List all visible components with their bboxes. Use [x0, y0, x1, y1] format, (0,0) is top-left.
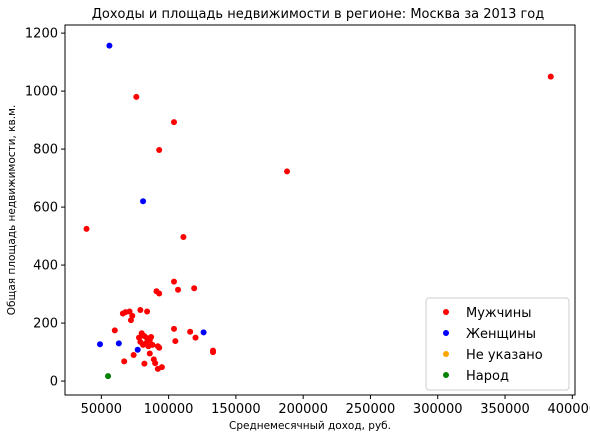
- y-axis-label: Общая площадь недвижимости, кв.м.: [6, 105, 18, 316]
- y-tick-label: 1200: [25, 27, 58, 42]
- data-point-series-0: [152, 360, 159, 367]
- data-point-series-3: [105, 373, 112, 380]
- legend-marker: [443, 351, 449, 357]
- legend-marker: [443, 372, 449, 378]
- legend-label: Женщины: [466, 327, 536, 342]
- y-tick-label: 600: [33, 201, 58, 216]
- data-point-series-1: [134, 346, 141, 353]
- data-point-series-0: [156, 344, 163, 351]
- y-tick-label: 0: [50, 375, 58, 390]
- data-point-series-1: [140, 198, 147, 205]
- data-point-series-0: [137, 307, 144, 314]
- x-tick-label: 100000: [144, 402, 194, 417]
- y-tick-label: 1000: [25, 85, 58, 100]
- data-point-series-0: [146, 350, 153, 357]
- data-point-series-0: [547, 73, 554, 80]
- data-point-series-0: [130, 351, 137, 358]
- data-point-series-0: [154, 365, 161, 372]
- legend-marker: [443, 309, 449, 315]
- data-point-series-0: [170, 119, 177, 126]
- data-point-series-0: [192, 334, 199, 341]
- x-axis: 50000 100000 150000 200000 250000 300000 35000…: [81, 395, 590, 417]
- data-point-series-0: [170, 325, 177, 332]
- y-tick-label: 400: [33, 259, 58, 274]
- data-point-series-0: [191, 285, 198, 292]
- y-tick-label: 800: [33, 143, 58, 158]
- legend-box: [425, 297, 570, 391]
- plot-area: [64, 24, 576, 396]
- legend: Мужчины Женщины Не указано Народ: [425, 297, 570, 391]
- y-axis: 0 200 400 600 800 1000 1200: [25, 27, 65, 390]
- data-point-series-0: [187, 328, 194, 335]
- legend-marker: [443, 330, 449, 336]
- x-tick-label: 200000: [278, 402, 328, 417]
- data-point-series-0: [111, 327, 118, 334]
- data-point-series-0: [148, 334, 155, 341]
- data-point-series-0: [156, 290, 163, 297]
- x-tick-label: 250000: [346, 402, 396, 417]
- data-point-series-0: [127, 317, 134, 324]
- data-point-series-0: [83, 225, 90, 232]
- data-point-series-0: [144, 308, 151, 315]
- data-point-series-1: [96, 341, 103, 348]
- x-axis-label: Среднемесячный доход, руб.: [229, 420, 391, 432]
- x-tick-label: 50000: [81, 402, 122, 417]
- data-point-series-0: [121, 358, 128, 365]
- data-point-series-0: [170, 278, 177, 285]
- data-point-series-1: [200, 329, 207, 336]
- data-point-series-0: [141, 360, 148, 367]
- legend-label: Не указано: [466, 348, 543, 363]
- legend-label: Мужчины: [466, 306, 532, 321]
- data-point-series-0: [172, 338, 179, 345]
- data-point-series-0: [284, 168, 291, 175]
- data-point-series-1: [115, 340, 122, 347]
- data-point-series-0: [133, 93, 140, 100]
- data-point-series-0: [180, 233, 187, 240]
- data-point-series-0: [126, 308, 133, 315]
- legend-label: Народ: [466, 369, 509, 384]
- data-point-series-1: [106, 42, 113, 49]
- x-tick-label: 300000: [413, 402, 463, 417]
- y-tick-label: 200: [33, 317, 58, 332]
- data-point-series-0: [210, 349, 217, 356]
- data-point-series-0: [175, 286, 182, 293]
- data-points: [83, 42, 554, 380]
- chart-title: Доходы и площадь недвижимости в регионе:…: [92, 7, 545, 22]
- data-point-series-0: [156, 146, 163, 153]
- x-tick-label: 350000: [480, 402, 530, 417]
- x-tick-label: 150000: [211, 402, 261, 417]
- data-point-series-0: [149, 341, 156, 348]
